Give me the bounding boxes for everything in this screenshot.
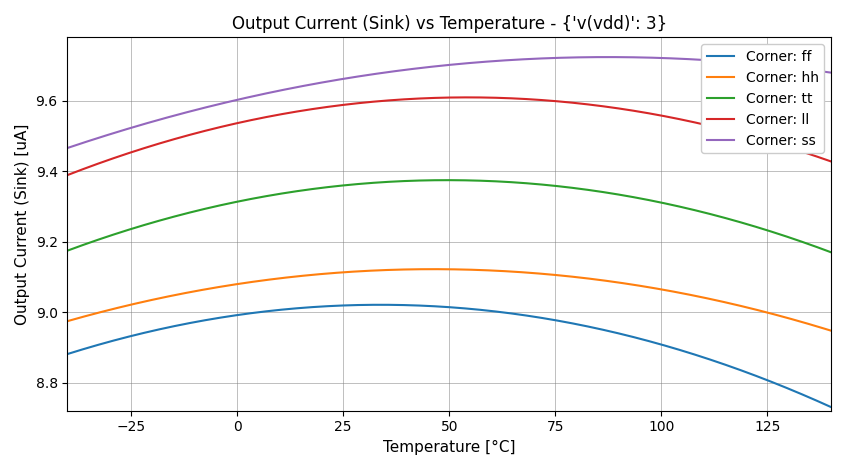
Corner: ss: (140, 9.68): ss: (140, 9.68) — [826, 70, 836, 76]
Corner: tt: (108, 9.29): tt: (108, 9.29) — [689, 207, 700, 213]
Corner: ff: (57.8, 9.01): ff: (57.8, 9.01) — [477, 307, 487, 313]
Corner: tt: (46.6, 9.37): tt: (46.6, 9.37) — [430, 177, 440, 183]
Corner: hh: (-40, 8.97): hh: (-40, 8.97) — [63, 318, 73, 324]
Corner: tt: (45.5, 9.37): tt: (45.5, 9.37) — [425, 178, 435, 183]
Corner: ll: (140, 9.43): ll: (140, 9.43) — [826, 158, 836, 164]
Corner: ss: (46.6, 9.7): ss: (46.6, 9.7) — [430, 63, 440, 69]
Corner: ll: (108, 9.54): ll: (108, 9.54) — [689, 119, 700, 125]
Line: Corner: tt: Corner: tt — [68, 180, 831, 252]
Corner: hh: (46.9, 9.12): hh: (46.9, 9.12) — [431, 266, 442, 272]
Corner: ll: (67.5, 9.61): ll: (67.5, 9.61) — [519, 96, 529, 102]
Corner: ss: (-40, 9.47): ss: (-40, 9.47) — [63, 145, 73, 151]
Corner: ff: (108, 8.88): ff: (108, 8.88) — [689, 352, 700, 357]
Corner: ff: (46.9, 9.02): ff: (46.9, 9.02) — [431, 304, 442, 309]
Corner: ss: (57.4, 9.71): ss: (57.4, 9.71) — [475, 59, 486, 65]
Corner: ss: (136, 9.69): ss: (136, 9.69) — [809, 68, 819, 73]
Corner: tt: (67.5, 9.37): tt: (67.5, 9.37) — [519, 180, 529, 186]
Corner: tt: (57.8, 9.37): tt: (57.8, 9.37) — [477, 178, 487, 184]
Corner: ff: (-40, 8.88): ff: (-40, 8.88) — [63, 351, 73, 357]
Corner: hh: (108, 9.05): hh: (108, 9.05) — [689, 293, 700, 298]
Corner: ff: (140, 8.73): ff: (140, 8.73) — [826, 404, 836, 410]
Corner: ff: (136, 8.75): ff: (136, 8.75) — [809, 397, 819, 402]
Line: Corner: ff: Corner: ff — [68, 305, 831, 407]
Y-axis label: Output Current (Sink) [uA]: Output Current (Sink) [uA] — [15, 123, 30, 325]
Corner: ll: (54.5, 9.61): ll: (54.5, 9.61) — [464, 94, 474, 100]
Corner: ll: (57.8, 9.61): ll: (57.8, 9.61) — [477, 94, 487, 100]
Corner: hh: (140, 8.95): hh: (140, 8.95) — [826, 328, 836, 334]
Corner: tt: (-40, 9.17): tt: (-40, 9.17) — [63, 248, 73, 253]
Corner: hh: (45.5, 9.12): hh: (45.5, 9.12) — [425, 266, 435, 272]
Line: Corner: hh: Corner: hh — [68, 269, 831, 331]
Line: Corner: ss: Corner: ss — [68, 57, 831, 148]
Corner: ll: (46.6, 9.61): ll: (46.6, 9.61) — [430, 95, 440, 101]
Corner: hh: (57.8, 9.12): hh: (57.8, 9.12) — [477, 267, 487, 273]
Corner: ss: (45.5, 9.7): ss: (45.5, 9.7) — [425, 64, 435, 70]
Corner: ll: (45.5, 9.61): ll: (45.5, 9.61) — [425, 95, 435, 101]
Corner: hh: (67.5, 9.11): hh: (67.5, 9.11) — [519, 269, 529, 275]
Corner: ff: (67.5, 8.99): ff: (67.5, 8.99) — [519, 312, 529, 318]
Title: Output Current (Sink) vs Temperature - {'v(vdd)': 3}: Output Current (Sink) vs Temperature - {… — [232, 15, 667, 33]
Corner: ff: (45.9, 9.02): ff: (45.9, 9.02) — [426, 303, 437, 309]
Corner: ll: (136, 9.44): ll: (136, 9.44) — [809, 153, 819, 158]
X-axis label: Temperature [°C]: Temperature [°C] — [383, 440, 515, 455]
Corner: ss: (67.1, 9.72): ss: (67.1, 9.72) — [517, 56, 527, 62]
Corner: tt: (140, 9.17): tt: (140, 9.17) — [826, 250, 836, 255]
Corner: ss: (87.3, 9.72): ss: (87.3, 9.72) — [602, 54, 613, 60]
Corner: ss: (108, 9.72): ss: (108, 9.72) — [689, 56, 700, 62]
Corner: hh: (46.2, 9.12): hh: (46.2, 9.12) — [428, 266, 438, 272]
Line: Corner: ll: Corner: ll — [68, 97, 831, 175]
Corner: hh: (136, 8.96): hh: (136, 8.96) — [809, 323, 819, 329]
Corner: tt: (49.5, 9.37): tt: (49.5, 9.37) — [442, 177, 452, 183]
Corner: ff: (33.6, 9.02): ff: (33.6, 9.02) — [375, 302, 385, 307]
Legend: Corner: ff, Corner: hh, Corner: tt, Corner: ll, Corner: ss: Corner: ff, Corner: hh, Corner: tt, Corn… — [701, 44, 824, 153]
Corner: ll: (-40, 9.39): ll: (-40, 9.39) — [63, 172, 73, 178]
Corner: tt: (136, 9.19): tt: (136, 9.19) — [809, 243, 819, 249]
